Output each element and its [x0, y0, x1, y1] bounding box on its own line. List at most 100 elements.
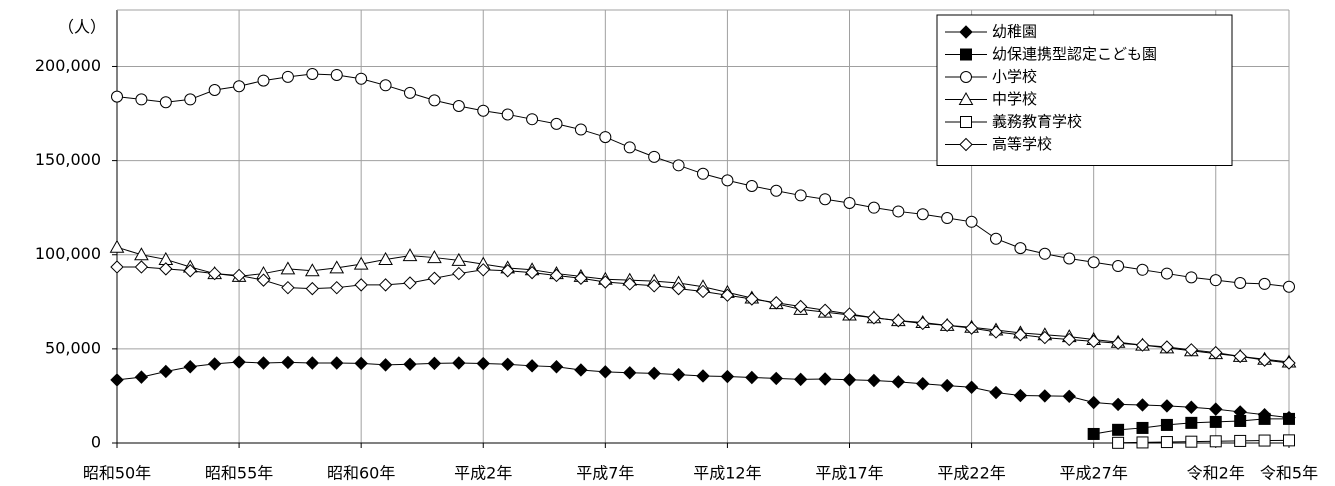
marker [549, 360, 564, 374]
marker [1184, 343, 1199, 357]
marker [110, 373, 124, 387]
marker [867, 373, 881, 388]
marker [916, 316, 930, 331]
marker [959, 137, 973, 152]
marker [452, 356, 466, 370]
marker [990, 232, 1002, 245]
marker [647, 279, 661, 293]
marker [159, 96, 172, 109]
marker [477, 104, 490, 117]
marker [720, 288, 735, 302]
marker [1234, 414, 1247, 427]
marker [769, 371, 783, 386]
marker [111, 90, 123, 103]
marker [476, 263, 490, 277]
legend-label: 高等学校 [992, 135, 1052, 153]
marker [403, 276, 417, 290]
marker [958, 91, 974, 105]
marker [135, 93, 148, 106]
marker [793, 299, 808, 314]
marker [720, 369, 735, 384]
marker [696, 369, 710, 383]
y-tick-label: 150,000 [35, 150, 101, 169]
marker [794, 189, 807, 202]
marker [1112, 260, 1125, 273]
marker [648, 150, 661, 163]
marker [1185, 435, 1198, 448]
marker [1136, 436, 1149, 449]
x-tick-label: 令和2年 [1187, 464, 1245, 483]
marker [574, 271, 588, 285]
marker [1013, 328, 1028, 342]
marker [598, 275, 613, 289]
marker [574, 123, 587, 136]
marker [403, 357, 417, 372]
marker [281, 70, 294, 83]
marker [1112, 436, 1125, 449]
marker [965, 215, 978, 228]
marker [842, 307, 857, 321]
marker [1257, 353, 1272, 367]
marker [525, 359, 539, 373]
marker [647, 366, 661, 381]
marker [1160, 267, 1173, 280]
marker [745, 292, 759, 306]
marker [183, 360, 197, 374]
marker [1136, 421, 1149, 434]
marker [452, 100, 465, 113]
marker [109, 239, 125, 253]
marker [1013, 388, 1028, 403]
marker [304, 263, 320, 277]
marker [134, 260, 149, 274]
marker [402, 248, 418, 262]
marker [819, 193, 832, 206]
marker [843, 196, 856, 209]
x-tick-label: 平成12年 [693, 464, 761, 483]
marker [1160, 399, 1174, 413]
marker [940, 378, 954, 393]
marker [623, 141, 636, 154]
marker [110, 260, 124, 274]
marker [330, 356, 344, 370]
marker [960, 48, 972, 61]
marker [427, 356, 442, 371]
y-tick-label: 50,000 [45, 338, 101, 357]
marker [1111, 336, 1125, 350]
marker [960, 116, 972, 128]
x-tick-label: 昭和55年 [205, 464, 273, 483]
marker [404, 86, 416, 99]
marker [500, 357, 515, 372]
marker [1234, 276, 1247, 289]
marker [745, 180, 758, 193]
marker [353, 256, 369, 270]
marker [281, 355, 295, 370]
marker [867, 311, 881, 325]
marker [769, 296, 783, 310]
marker [1135, 338, 1150, 352]
marker [1234, 434, 1247, 447]
marker [1185, 416, 1198, 429]
marker [208, 84, 221, 97]
marker [1160, 340, 1174, 354]
marker [891, 375, 906, 389]
marker [526, 113, 539, 126]
marker [1062, 389, 1076, 404]
marker [1283, 434, 1295, 447]
marker [1160, 436, 1173, 449]
marker [134, 370, 149, 384]
marker [964, 380, 979, 394]
marker [842, 373, 857, 387]
marker [696, 284, 710, 299]
x-tick-label: 平成22年 [937, 464, 1005, 483]
marker [428, 94, 441, 107]
marker [672, 159, 685, 172]
marker [354, 356, 368, 371]
legend-label: 幼稚園 [992, 23, 1037, 41]
marker [721, 174, 734, 187]
marker [183, 264, 197, 278]
marker [330, 280, 344, 295]
marker [671, 281, 686, 296]
marker [305, 281, 320, 296]
marker [1014, 242, 1027, 255]
